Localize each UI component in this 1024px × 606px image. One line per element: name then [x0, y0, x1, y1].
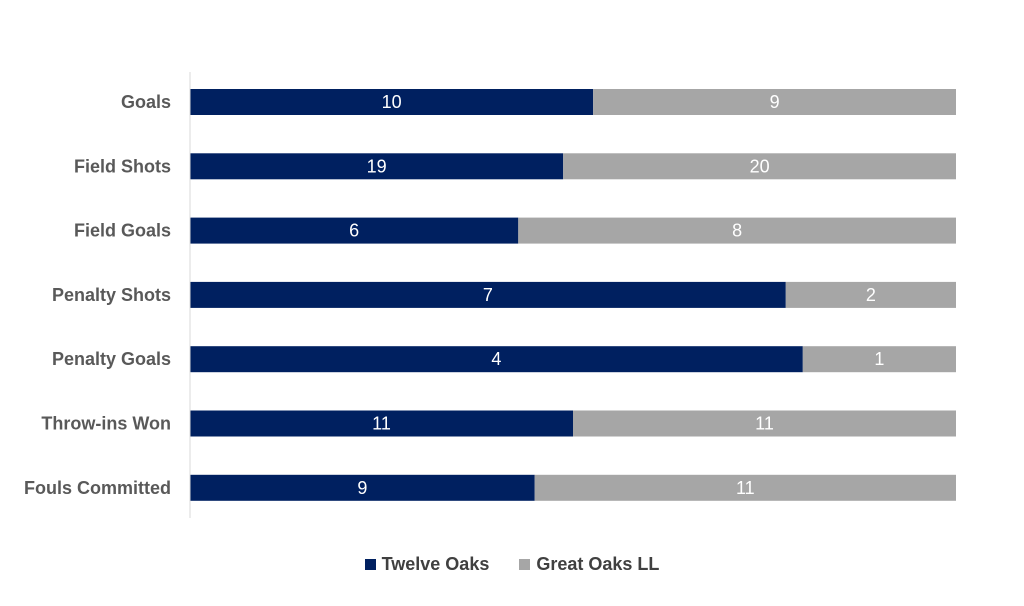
data-label-series-1: 19 [367, 156, 387, 176]
legend: Twelve Oaks Great Oaks LL [0, 554, 1024, 575]
bar-series-1 [190, 474, 535, 501]
legend-swatch-series-2 [519, 559, 531, 570]
bar-series-2 [518, 217, 956, 244]
data-label-series-1: 9 [357, 478, 367, 498]
bar-series-2 [593, 89, 956, 115]
legend-label-series-2: Great Oaks LL [536, 554, 660, 574]
bar-series-2 [573, 410, 956, 437]
bar-series-2 [785, 281, 956, 308]
bar-series-1 [190, 217, 519, 244]
bar-series-1 [190, 153, 564, 180]
data-label-series-1: 4 [491, 349, 501, 369]
data-label-series-2: 11 [736, 478, 755, 498]
data-label-series-2: 11 [755, 414, 774, 434]
bars-layer [190, 89, 956, 501]
category-label: Penalty Goals [52, 349, 171, 369]
legend-swatch-series-1 [364, 559, 376, 570]
bar-series-2 [563, 153, 956, 180]
category-labels: Goals Field Shots Field Goals Penalty Shots… [24, 92, 171, 498]
bar-series-2 [802, 346, 956, 373]
data-label-series-2: 1 [874, 349, 884, 369]
category-label: Field Shots [74, 156, 171, 176]
data-label-series-1: 7 [483, 285, 493, 305]
category-label: Penalty Shots [52, 285, 171, 305]
value-labels: 10 919 206 87 24 111 119 11 [349, 92, 884, 498]
bar-series-2 [534, 474, 956, 501]
data-label-series-2: 9 [770, 92, 780, 112]
bar-series-1 [190, 281, 786, 308]
data-label-series-2: 8 [732, 221, 742, 241]
legend-label-series-1: Twelve Oaks [381, 554, 490, 574]
category-label: Throw-ins Won [41, 414, 171, 434]
legend-item-series-1: Twelve Oaks [364, 554, 490, 575]
bar-series-1 [190, 346, 803, 373]
category-label: Field Goals [74, 221, 171, 241]
data-label-series-1: 10 [382, 92, 402, 112]
category-label: Goals [121, 92, 171, 112]
data-label-series-2: 20 [750, 156, 770, 176]
data-label-series-1: 11 [372, 414, 391, 434]
bar-series-1 [190, 89, 594, 115]
bar-series-1 [190, 410, 573, 437]
data-label-series-2: 2 [866, 285, 876, 305]
data-label-series-1: 6 [349, 221, 359, 241]
legend-item-series-2: Great Oaks LL [519, 554, 659, 575]
category-label: Fouls Committed [24, 478, 171, 498]
